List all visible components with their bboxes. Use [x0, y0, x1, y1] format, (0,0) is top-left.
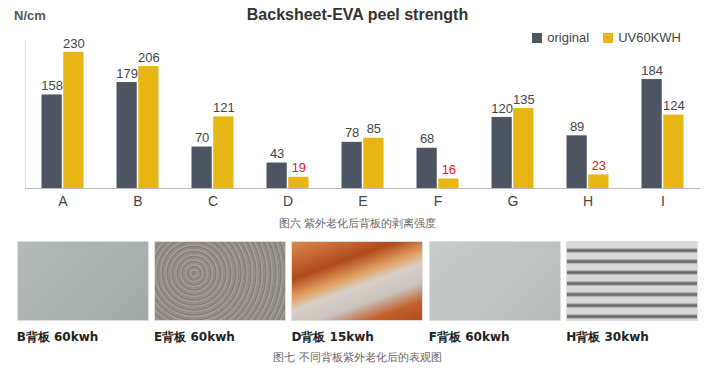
svg-text:184: 184: [641, 63, 663, 78]
svg-text:16: 16: [442, 162, 456, 177]
svg-text:135: 135: [513, 92, 535, 107]
svg-text:120: 120: [491, 101, 513, 116]
svg-text:I: I: [661, 193, 665, 209]
svg-text:230: 230: [63, 36, 85, 51]
svg-text:70: 70: [195, 130, 209, 145]
svg-text:H: H: [583, 193, 593, 209]
svg-text:121: 121: [213, 100, 235, 115]
html-text:UV60KWH: UV60KWH: [618, 30, 681, 45]
html-text:D背板 15kwh: D背板 15kwh: [291, 330, 374, 344]
html-text:E背板 60kwh: E背板 60kwh: [154, 330, 235, 344]
svg-text:B: B: [133, 193, 142, 209]
svg-text:E: E: [358, 193, 367, 209]
svg-text:23: 23: [592, 158, 606, 173]
svg-text:43: 43: [270, 146, 284, 161]
svg-text:C: C: [208, 193, 218, 209]
svg-text:G: G: [508, 193, 519, 209]
svg-text:124: 124: [663, 98, 685, 113]
html-text:图七 不同背板紫外老化后的表观图: 图七 不同背板紫外老化后的表观图: [273, 351, 442, 364]
svg-text:158: 158: [41, 78, 63, 93]
html-text:N/cm: N/cm: [14, 8, 46, 23]
html-text:图六 紫外老化后背板的剥离强度: 图六 紫外老化后背板的剥离强度: [278, 217, 437, 230]
html-text:B背板 60kwh: B背板 60kwh: [16, 330, 99, 344]
svg-text:19: 19: [292, 160, 306, 175]
html-text:F背板 60kwh: F背板 60kwh: [428, 330, 510, 344]
svg-text:179: 179: [116, 66, 138, 81]
svg-text:85: 85: [367, 121, 381, 136]
svg-text:D: D: [283, 193, 293, 209]
svg-text:78: 78: [345, 125, 359, 140]
svg-text:89: 89: [570, 119, 584, 134]
svg-text:A: A: [58, 193, 68, 209]
svg-text:68: 68: [420, 131, 434, 146]
html-text:Backsheet-EVA peel strength: Backsheet-EVA peel strength: [246, 6, 469, 23]
html-text:original: original: [547, 30, 590, 45]
svg-text:206: 206: [138, 50, 160, 65]
svg-text:F: F: [434, 193, 443, 209]
html-text:H背板 30kwh: H背板 30kwh: [566, 330, 649, 344]
